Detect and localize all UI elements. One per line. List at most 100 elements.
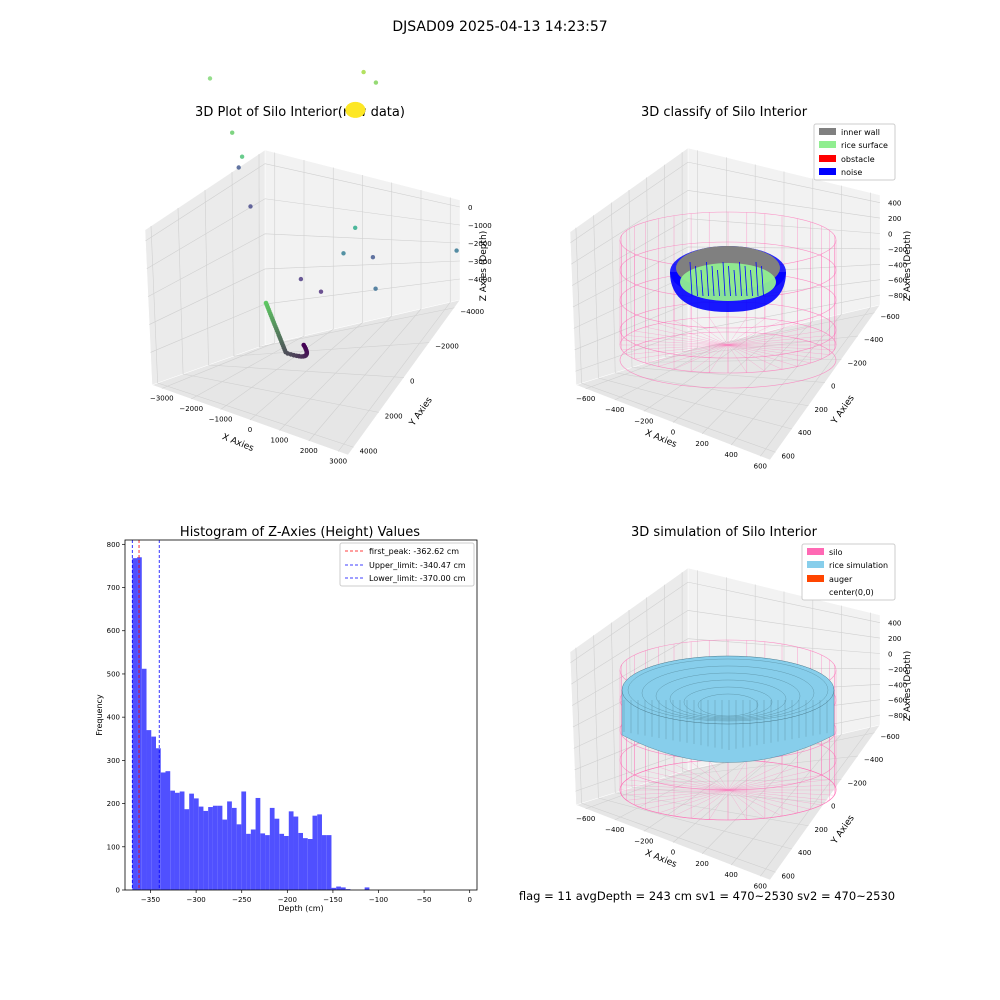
noise-streak: [728, 265, 731, 297]
z-grid-line: [571, 610, 881, 685]
silo-floor-spoke: [727, 774, 822, 791]
histogram-bar: [184, 809, 190, 890]
histogram-bar: [312, 815, 318, 890]
silo-floor-spoke: [709, 789, 729, 820]
histogram-y-axis-label: Frequency: [95, 694, 104, 736]
raw-data-point: [248, 204, 253, 209]
legend-swatch-auger: [807, 575, 824, 582]
y-tick-label: 400: [798, 429, 811, 437]
histogram-bar: [260, 833, 266, 890]
silo-floor-spoke: [673, 320, 729, 346]
x-tick-label: −150: [323, 896, 342, 904]
silo-floor-spoke: [645, 789, 729, 810]
noise-streak: [739, 261, 742, 297]
raw-data-point: [353, 225, 358, 230]
simulation-y-axis-label: Y Axies: [829, 813, 857, 846]
y-tick-label: 700: [107, 584, 120, 592]
y-grid-line: [682, 312, 875, 353]
silo-floor-spoke: [690, 344, 729, 372]
raw-data-point: [318, 289, 324, 294]
silo-floor-spoke: [690, 761, 729, 791]
silo-floor-spoke: [727, 344, 835, 351]
silo-floor-spoke: [626, 779, 729, 791]
histogram-bar: [203, 810, 209, 890]
raw-data-point: [298, 276, 304, 282]
z-tick-label: −800: [888, 712, 907, 720]
y-tick-label: −400: [864, 756, 883, 764]
silo-floor-spoke: [727, 789, 822, 806]
raw-data-point: [373, 80, 379, 85]
z-tick-label: −1000: [468, 222, 492, 230]
y-grid-line: [598, 797, 793, 850]
y-tick-label: 200: [815, 406, 828, 414]
rice-mesh-ring: [669, 679, 787, 719]
x-tick-label: 1000: [270, 437, 288, 445]
histogram-bar: [331, 887, 337, 890]
y-tick-label: 800: [107, 541, 120, 549]
silo-floor-spoke: [709, 344, 729, 373]
histogram-bar: [303, 838, 308, 890]
silo-floor-spoke: [645, 326, 729, 346]
silo-floor-spoke: [727, 344, 747, 373]
y-grid-line: [259, 307, 455, 348]
y-grid-line: [646, 177, 650, 363]
legend-label-noise: noise: [841, 168, 862, 177]
histogram-bar: [227, 801, 232, 890]
histogram-bar: [269, 807, 275, 890]
y-tick-label: 300: [107, 757, 120, 765]
y-tick-label: −2000: [435, 343, 459, 351]
silo-floor-spoke: [658, 344, 729, 367]
y-tick-label: 600: [107, 627, 120, 635]
histogram-bar: [212, 805, 218, 890]
legend-swatch-silo: [807, 548, 824, 555]
histogram-bar: [340, 887, 346, 890]
raw-data-point: [341, 251, 346, 256]
y-tick-label: 600: [782, 872, 795, 880]
silo-floor-spoke: [727, 326, 811, 346]
z-tick-label: −200: [888, 246, 907, 254]
histogram-bar: [284, 835, 289, 890]
x-tick-label: −1000: [209, 416, 233, 424]
z-tick-label: −400: [888, 261, 907, 269]
y-grid-line: [231, 171, 235, 357]
silo-floor-spoke: [727, 766, 798, 791]
y-grid-line: [204, 189, 209, 366]
histogram-bars-layer: [132, 557, 370, 890]
raw-data-layer: [207, 69, 459, 359]
histogram-bar: [189, 793, 194, 890]
panel-simulation: 3D simulation of Silo Interior −600−400−…: [569, 525, 913, 890]
histogram-ticks: −350 −300 −250 −200 −150 −100 −50 0 0 100 200 300 40…: [107, 541, 472, 904]
x-tick-label: 0: [248, 426, 252, 434]
noise-streak: [750, 269, 753, 297]
classify-data-layer: [619, 211, 837, 389]
raw-tick-labels: −3000 −2000 −1000 0 1000 2000 3000 −4000 −2000 0 2…: [150, 204, 492, 466]
silo-floor-spoke: [727, 344, 783, 370]
y-tick-label: 100: [107, 843, 120, 851]
silo-floor-spoke: [621, 789, 729, 796]
z-tick-label: −800: [888, 292, 907, 300]
floor-pane: [575, 304, 881, 461]
histogram-bar: [165, 771, 171, 890]
z-grid-line: [145, 163, 461, 242]
y-tick-label: −4000: [460, 308, 484, 316]
noise-streak: [761, 265, 764, 297]
silo-floor-spoke: [727, 344, 766, 372]
z-grid-line: [570, 581, 881, 663]
histogram-bar: [236, 824, 242, 890]
raw-data-point: [236, 165, 241, 170]
silo-floor-spoke: [658, 766, 729, 791]
silo-floor-spoke: [727, 320, 783, 346]
silo-floor-spoke: [634, 344, 729, 360]
z-tick-label: 400: [888, 620, 901, 628]
x-tick-label: 600: [754, 462, 767, 470]
histogram-bar: [174, 792, 180, 890]
y-tick-label: 0: [410, 378, 414, 386]
z-tick-label: 400: [888, 200, 901, 208]
rice-mesh-ring: [655, 672, 801, 720]
noise-streak: [722, 261, 726, 297]
silo-floor-spoke: [727, 763, 783, 791]
silo-floor-spoke: [727, 789, 798, 814]
x-tick-label: 3000: [329, 458, 347, 466]
z-grid-line: [575, 294, 881, 372]
z-grid-line: [571, 638, 881, 706]
